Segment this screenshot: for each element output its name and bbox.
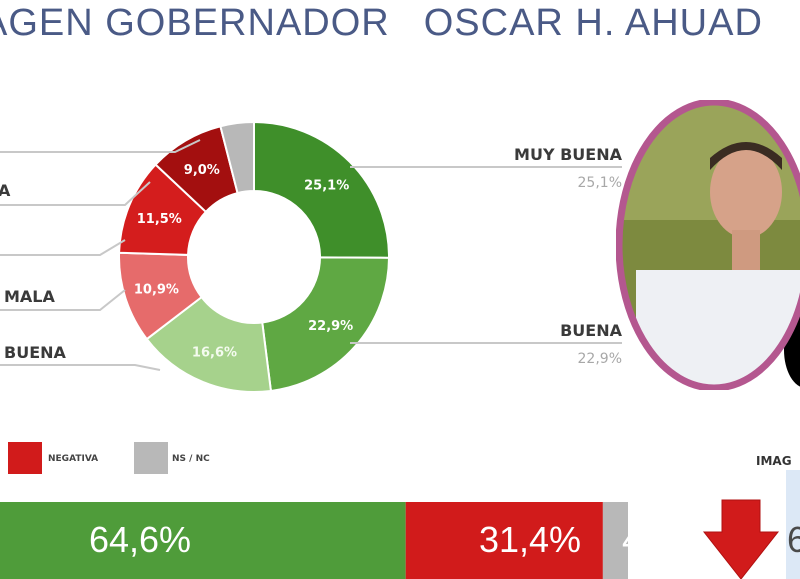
callout-line-left-1 xyxy=(0,181,151,206)
title-right: OSCAR H. AHUAD xyxy=(423,2,763,44)
donut-slice-label-1: 22,9% xyxy=(308,319,353,334)
governor-photo xyxy=(616,100,800,390)
left-label-1: MALA xyxy=(4,287,56,306)
callout-line-left-0 xyxy=(0,139,201,153)
callout-line-left-2 xyxy=(0,239,126,256)
donut-slice-label-3: 10,9% xyxy=(134,282,179,297)
stack-label-1: 31,4% xyxy=(479,519,581,560)
side-imag-label: IMAG xyxy=(756,454,792,468)
donut-slice-label-0: 25,1% xyxy=(304,179,349,194)
donut-slice-label-4: 11,5% xyxy=(137,212,182,227)
stack-label-2: 4,0 xyxy=(622,519,672,560)
donut-slice-6 xyxy=(219,120,255,195)
stack-label-0: 64,6% xyxy=(89,519,191,560)
callout-line-left-3 xyxy=(0,289,126,311)
donut-chart: 25,1% 22,9% 16,6% 10,9% 11,5% 9,0% xyxy=(118,120,391,393)
stack-segment-1 xyxy=(405,502,603,579)
donut-slice-label-2: 16,6% xyxy=(192,346,237,361)
legend-swatch-0 xyxy=(8,442,42,474)
left-label-0: A xyxy=(0,181,11,200)
callout-value-0: 25,1% xyxy=(578,175,622,191)
page-title: AGEN GOBERNADOR OSCAR H. AHUAD xyxy=(0,2,763,45)
title-left: AGEN GOBERNADOR xyxy=(0,2,390,44)
donut-slice-label-5: 9,0% xyxy=(184,163,220,178)
left-label-2: BUENA xyxy=(4,343,67,362)
legend-swatch-1 xyxy=(134,442,168,474)
callout-label-0: MUY BUENA xyxy=(514,145,623,164)
down-arrow-icon xyxy=(702,499,780,579)
side-value: 6 xyxy=(787,519,800,560)
legend: NEGATIVA NS / NC xyxy=(8,442,210,474)
donut-slice-1 xyxy=(261,256,391,393)
callout-lines: MUY BUENA 25,1% BUENA 22,9% A MALA BUENA xyxy=(0,139,623,371)
legend-label-1: NS / NC xyxy=(172,454,210,464)
side-panel xyxy=(786,470,800,579)
stack-segment-2 xyxy=(602,502,628,579)
callout-value-1: 22,9% xyxy=(578,351,622,367)
callout-label-1: BUENA xyxy=(560,321,623,340)
donut-slice-0 xyxy=(253,120,390,259)
stack-segment-0 xyxy=(0,502,406,579)
legend-label-0: NEGATIVA xyxy=(48,454,98,464)
callout-line-left-4 xyxy=(0,364,161,371)
